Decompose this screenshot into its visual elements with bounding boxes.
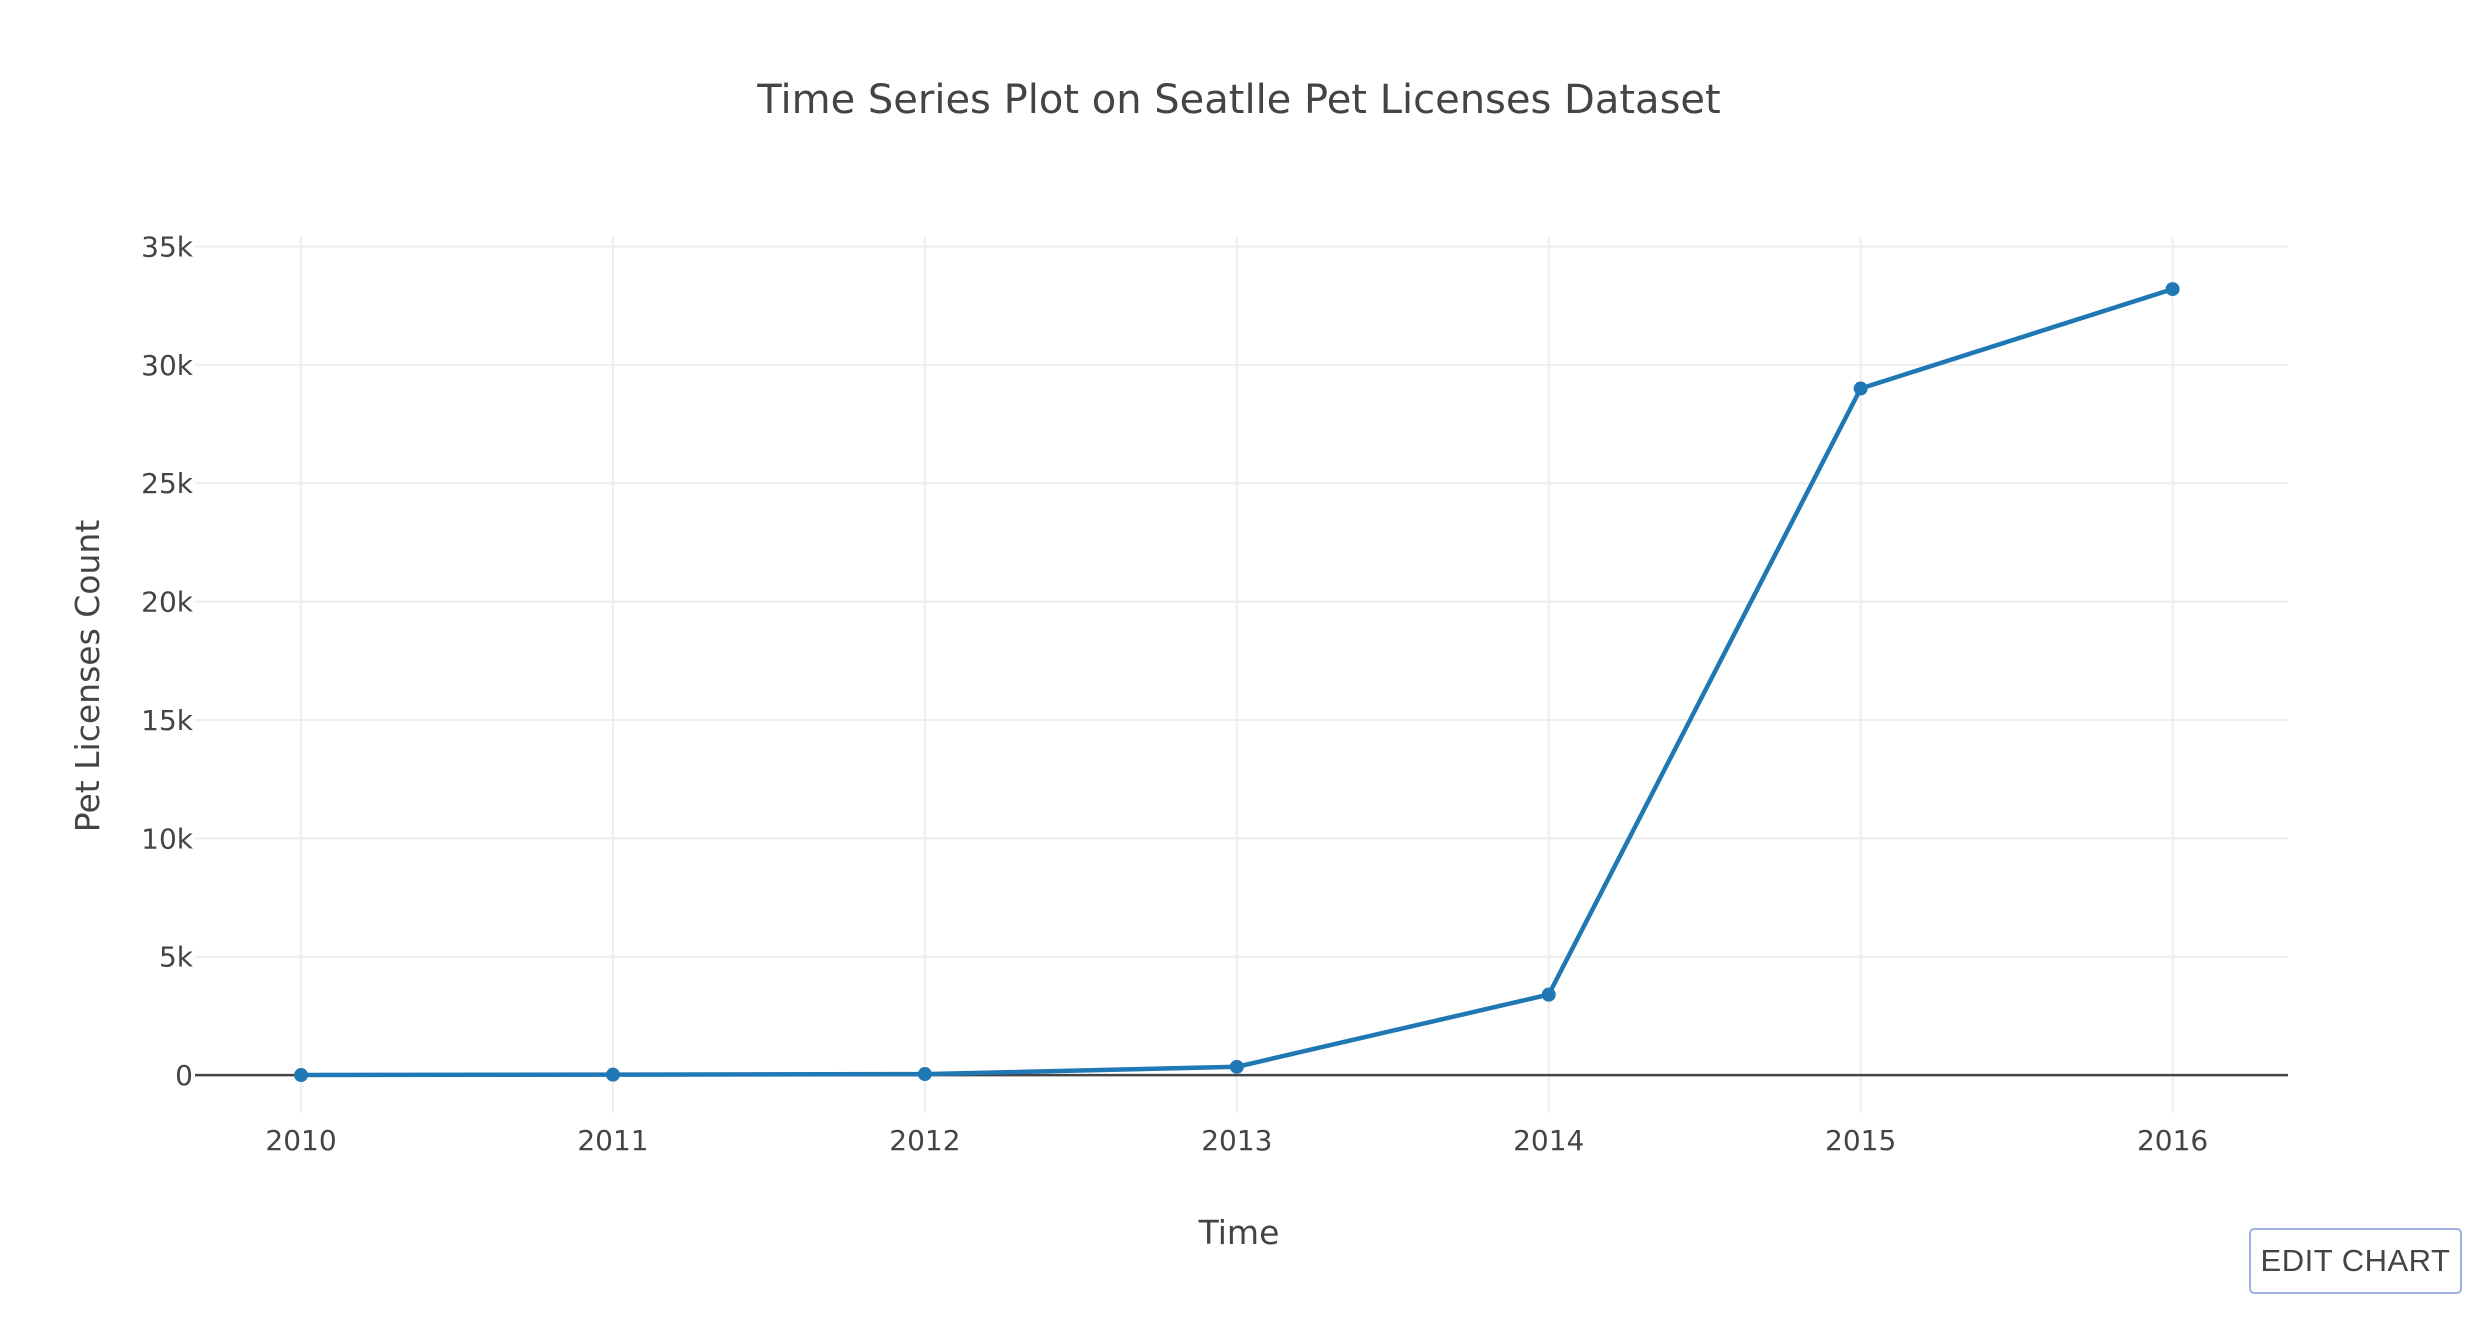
x-tick-labels: 2010 2011 2012 2013 2014 2015 2016 — [265, 1124, 2208, 1157]
y-tick-label: 0 — [175, 1059, 193, 1092]
data-point-2012[interactable] — [917, 1067, 932, 1082]
x-tick-label: 2012 — [889, 1124, 960, 1157]
y-tick-label: 5k — [159, 941, 194, 974]
data-point-2011[interactable] — [605, 1067, 620, 1082]
chart-title: Time Series Plot on Seatlle Pet Licenses… — [756, 77, 1720, 123]
x-tick-label: 2010 — [265, 1124, 336, 1157]
x-tick-label: 2011 — [577, 1124, 648, 1157]
y-tick-labels: 0 5k 10k 15k 20k 25k 30k 35k — [141, 230, 194, 1092]
x-gridlines — [300, 237, 2174, 1113]
data-point-2013[interactable] — [1229, 1059, 1244, 1074]
y-tick-label: 25k — [141, 467, 194, 500]
edit-chart-button[interactable]: EDIT CHART — [2249, 1228, 2462, 1294]
x-tick-label: 2015 — [1825, 1124, 1896, 1157]
y-tick-label: 15k — [141, 704, 194, 737]
x-tick-label: 2013 — [1201, 1124, 1272, 1157]
y-tick-label: 10k — [141, 822, 194, 855]
x-axis-title: Time — [1198, 1213, 1280, 1252]
y-gridlines — [195, 245, 2288, 958]
data-point-2015[interactable] — [1853, 381, 1868, 396]
x-tick-label: 2014 — [1513, 1124, 1584, 1157]
y-axis-title: Pet Licenses Count — [68, 520, 107, 833]
y-tick-label: 20k — [141, 586, 194, 619]
data-point-2016[interactable] — [2165, 282, 2180, 297]
y-tick-label: 30k — [141, 349, 194, 382]
y-tick-label: 35k — [141, 230, 194, 263]
series-group — [294, 282, 2180, 1083]
data-point-2014[interactable] — [1541, 987, 1556, 1002]
data-point-2010[interactable] — [294, 1068, 309, 1083]
x-tick-label: 2016 — [2137, 1124, 2208, 1157]
